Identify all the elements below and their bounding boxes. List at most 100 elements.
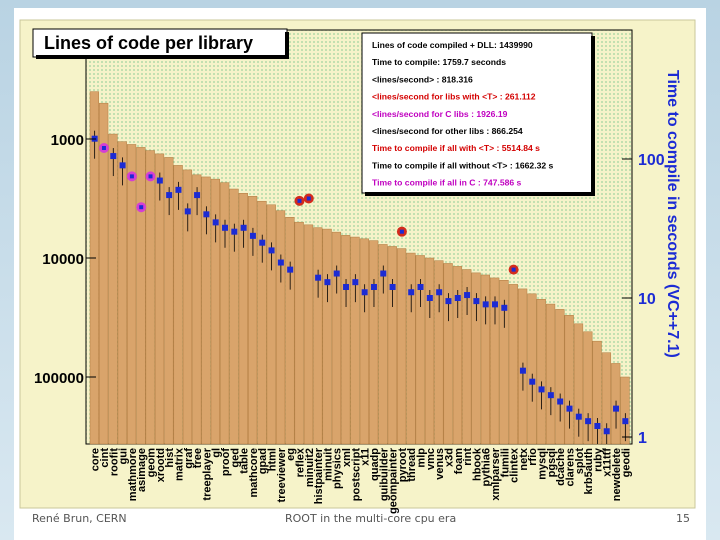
marker-proof [222,224,228,231]
category-label-asimage: asimage [136,448,148,492]
bar-asimage [136,147,146,445]
bar-xmlparser [490,277,500,445]
bar-mlp [415,255,425,445]
bar-table [238,193,248,445]
bar-geom [145,150,155,445]
category-label-mathcore: mathcore [248,448,260,498]
marker-table [240,224,247,231]
bar-pgsql [545,303,556,445]
info-line: Time to compile if all with <T> : 5514.8… [372,143,540,153]
marker-postscript [352,279,359,286]
footer-author: René Brun, CERN [32,512,127,525]
category-label-postscript: postscript [350,448,362,502]
marker-center-mathmore [129,174,134,179]
title-box-shadow-right [285,32,289,59]
bar-graf [182,169,193,445]
left-tick-label: 100000 [34,370,84,387]
category-label-venus: venus [434,448,446,480]
category-label-pythia6: pythia6 [481,448,493,487]
bar-postscript [350,236,360,445]
category-label-geompainter: geompainter [388,447,400,514]
marker-center-cint [101,145,106,150]
marker-gl [212,219,219,226]
marker-fumili [501,304,508,311]
bar-dcache [555,309,565,445]
bars-group [89,91,630,445]
category-label-geom: geom [146,448,158,478]
marker-ged [231,228,238,235]
category-label-thread: thread [406,448,418,482]
category-label-graf: graf [183,448,195,469]
bar-clintex [508,284,518,445]
category-label-xml: xml [341,448,353,467]
category-label-html: html [267,448,279,471]
bar-cint [99,102,109,445]
marker-rint [464,292,471,299]
bar-quadp [369,240,379,445]
bar-matrix [173,165,183,445]
category-label-gpad: gpad [257,448,269,474]
bar-venus [434,260,444,445]
info-box-shadow-right [591,36,595,196]
marker-vmc [426,295,433,301]
category-label-rint: rint [462,448,474,466]
category-label-mathmore: mathmore [127,448,139,501]
category-label-rfio: rfio [527,448,539,466]
bar-rint [462,269,472,445]
bar-hist [164,157,174,445]
title-box [32,28,288,58]
category-label-dcache: dcache [555,448,567,486]
bar-mathmore [126,144,137,445]
category-label-foam: foam [453,448,465,475]
marker-matrix [175,186,182,193]
marker-physics [333,270,340,277]
title-box-shadow-bottom [36,55,289,59]
marker-clarens [566,405,573,412]
bar-splot [573,323,584,445]
marker-hist [166,192,173,199]
category-label-splot: splot [574,448,586,475]
marker-treeplayer [203,211,210,218]
category-label-fumili: fumili [499,448,511,477]
bar-roofit [108,133,118,445]
bar-rfio [527,293,537,445]
category-label-tree: tree [192,448,204,468]
category-label-x3d: x3d [443,448,455,467]
bar-eg [285,217,295,445]
bar-gpad [257,200,267,445]
category-label-clintex: clintex [509,447,521,483]
marker-center-pyroot [399,229,404,234]
bar-reflex [294,221,304,445]
right-axis-label: Time to compile in seconds (VC++7.1) [664,70,681,358]
marker-geompainter [389,283,396,290]
category-label-x11: x11 [360,448,372,466]
marker-pgsql [547,392,554,399]
category-label-pyroot: pyroot [397,448,409,483]
category-label-mlp: mlp [416,448,428,468]
bar-minuit2 [303,224,314,445]
category-label-physics: physics [332,448,344,489]
bar-xrootd [154,153,165,445]
bar-pyroot [396,248,407,445]
bar-fumili [499,280,509,445]
chart-title: Lines of code per library [44,33,253,53]
info-line: Time to compile: 1759.7 seconds [372,57,506,67]
marker-newdelete [613,405,620,412]
category-label-netx: netx [518,447,530,471]
bar-treeviewer [275,210,286,445]
marker-splot [575,413,582,420]
marker-mlp [417,283,424,290]
marker-venus [436,289,443,296]
marker-xrootd [156,177,163,184]
category-label-guibuilder: guibuilder [378,447,390,501]
bar-foam [452,266,463,445]
right-tick-label: 100 [638,152,665,169]
category-label-matrix: matrix [173,447,185,481]
marker-x11ttf [603,428,610,435]
bar-ged [229,188,239,445]
category-label-minuit: minuit [322,448,334,481]
category-labels: corecintroofitguimathmoreasimagegeomxroo… [90,447,633,514]
marker-geodi [622,418,629,425]
marker-mysql [538,386,545,393]
footer-page-number: 15 [676,512,690,525]
